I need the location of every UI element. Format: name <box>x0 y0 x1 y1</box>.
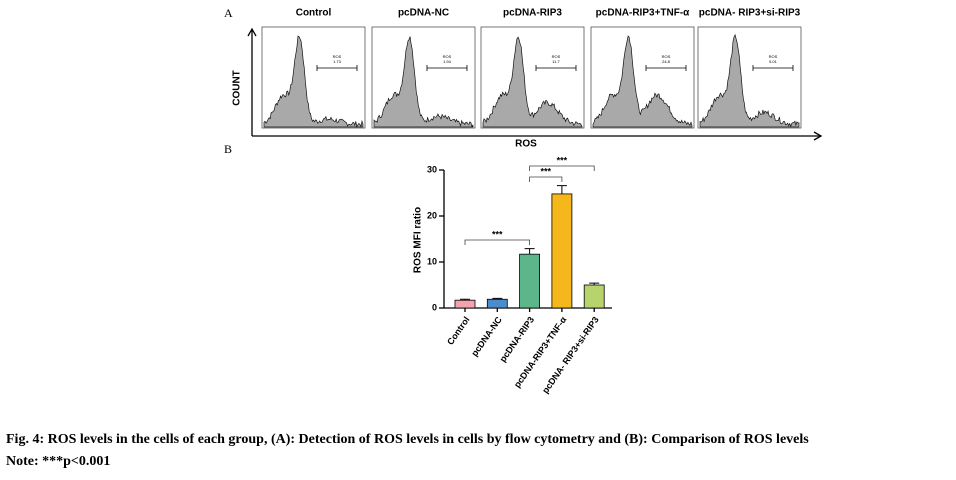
bar <box>583 284 605 309</box>
histogram <box>592 35 693 128</box>
caption: Fig. 4: ROS levels in the cells of each … <box>6 432 809 447</box>
bar <box>551 193 573 309</box>
bar <box>486 298 508 309</box>
histogram <box>482 36 583 128</box>
gate-value: 24.8 <box>662 59 671 64</box>
histogram <box>699 33 800 128</box>
gate-value: 11.7 <box>552 59 560 64</box>
histogram <box>373 36 474 128</box>
y-tick-label: 0 <box>432 302 437 312</box>
gate <box>535 65 577 71</box>
significance-bracket <box>464 239 530 245</box>
panel-title: pcDNA-RIP3 <box>503 8 562 19</box>
panel-label: A <box>224 6 233 20</box>
histogram <box>263 35 364 128</box>
gate-label: ROS <box>769 54 778 59</box>
gate-label: ROS <box>443 54 452 59</box>
gate-label: ROS <box>552 54 561 59</box>
x-tick-label: pcDNA-NC <box>469 314 504 358</box>
gate <box>426 65 468 71</box>
gate-value: 1.94 <box>443 59 452 64</box>
panel-title: pcDNA-RIP3+TNF-α <box>596 8 691 19</box>
x-tick-label: pcDNA- RIP3+si-RIP3 <box>540 315 601 396</box>
significance-label: *** <box>492 229 503 239</box>
y-tick-label: 20 <box>427 210 437 220</box>
gate <box>752 65 794 71</box>
panel-title: pcDNA- RIP3+si-RIP3 <box>699 8 801 19</box>
error-bar <box>556 185 567 194</box>
gate-value: 1.73 <box>333 59 342 64</box>
y-tick-label: 10 <box>427 256 437 266</box>
x-axis-label: ROS <box>515 139 537 150</box>
x-tick-label: Control <box>445 315 472 347</box>
gate <box>645 65 687 71</box>
gate-label: ROS <box>662 54 671 59</box>
panel-title: Control <box>296 8 332 19</box>
gate-value: 5.01 <box>769 59 778 64</box>
significance-bracket <box>529 165 595 171</box>
gate <box>316 65 358 71</box>
gate-label: ROS <box>333 54 342 59</box>
panel-label: B <box>224 142 232 156</box>
caption: Note: ***p<0.001 <box>6 454 110 469</box>
axis-arrows <box>247 27 823 141</box>
y-axis-label: ROS MFI ratio <box>413 207 424 273</box>
significance-label: *** <box>540 166 551 176</box>
significance-bracket <box>529 176 563 182</box>
bar <box>519 253 540 309</box>
bar <box>454 299 476 309</box>
error-bar <box>524 248 535 255</box>
y-tick-label: 30 <box>427 164 437 174</box>
y-axis-label: COUNT <box>232 70 243 106</box>
significance-label: *** <box>557 155 568 165</box>
panel-title: pcDNA-NC <box>398 8 449 19</box>
